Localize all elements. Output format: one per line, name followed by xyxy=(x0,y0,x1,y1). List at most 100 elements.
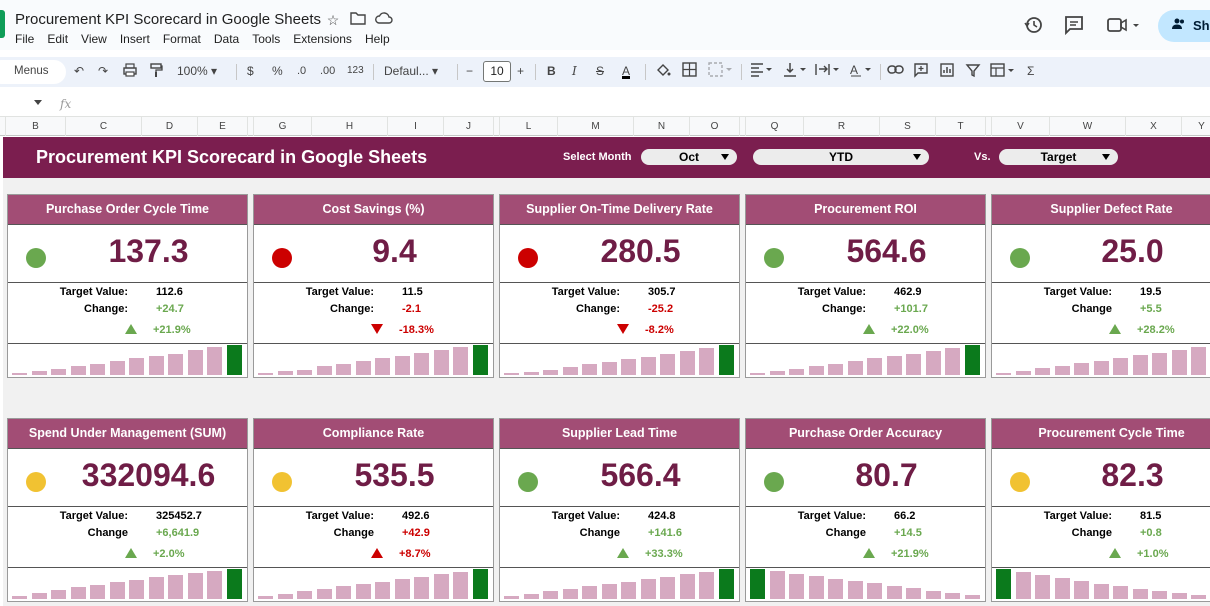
number-format-button[interactable]: 123 xyxy=(347,65,364,76)
currency-format-button[interactable]: $ xyxy=(247,64,254,78)
insert-link-icon[interactable] xyxy=(887,62,905,82)
filter-icon[interactable] xyxy=(965,62,981,82)
trend-bar xyxy=(789,574,804,599)
undo-icon[interactable]: ↶ xyxy=(74,64,85,78)
share-button[interactable]: Sha xyxy=(1158,10,1210,42)
trend-bar xyxy=(906,588,921,599)
column-header[interactable] xyxy=(494,117,500,136)
decrease-font-size-button[interactable]: − xyxy=(466,64,474,78)
print-icon[interactable] xyxy=(122,62,138,82)
change-label: Change: xyxy=(822,303,866,315)
menu-format[interactable]: Format xyxy=(162,32,201,46)
change-value: +0.8 xyxy=(1140,527,1162,539)
menu-extensions[interactable]: Extensions xyxy=(293,32,352,46)
text-color-button[interactable]: A xyxy=(622,64,631,79)
column-header[interactable]: L xyxy=(500,117,558,136)
column-header[interactable]: O xyxy=(690,117,740,136)
formula-bar: fx xyxy=(0,94,1210,116)
strikethrough-button[interactable]: S xyxy=(596,64,605,78)
kpi-title: Cost Savings (%) xyxy=(254,195,493,224)
trend-bar xyxy=(1171,350,1187,375)
column-header[interactable] xyxy=(986,117,992,136)
paint-format-icon[interactable] xyxy=(148,62,164,82)
column-header[interactable]: D xyxy=(142,117,198,136)
menu-view[interactable]: View xyxy=(81,32,107,46)
trend-sparkline xyxy=(746,343,985,377)
period-dropdown[interactable]: YTD xyxy=(753,149,929,165)
column-header[interactable]: W xyxy=(1050,117,1126,136)
column-header[interactable]: J xyxy=(444,117,494,136)
menu-tools[interactable]: Tools xyxy=(252,32,281,46)
percent-format-button[interactable]: % xyxy=(272,64,283,78)
column-header-a[interactable] xyxy=(0,117,6,136)
column-header[interactable]: G xyxy=(254,117,312,136)
column-header[interactable]: T xyxy=(936,117,986,136)
horizontal-align-icon[interactable] xyxy=(750,62,774,82)
text-rotation-icon[interactable]: A xyxy=(850,62,876,82)
fill-color-icon[interactable] xyxy=(655,62,671,82)
column-header[interactable] xyxy=(248,117,254,136)
trend-bar xyxy=(12,596,27,599)
trend-bar xyxy=(640,357,656,375)
trend-bar xyxy=(316,589,332,599)
column-header[interactable]: Q xyxy=(746,117,804,136)
merge-cells-icon[interactable] xyxy=(708,62,732,82)
text-wrapping-icon[interactable] xyxy=(815,62,841,82)
column-header[interactable]: S xyxy=(880,117,936,136)
borders-icon[interactable] xyxy=(682,62,697,82)
insert-chart-icon[interactable] xyxy=(939,62,955,82)
column-header[interactable]: R xyxy=(804,117,880,136)
font-family-select[interactable]: Defaul... ▾ xyxy=(384,64,439,78)
change-percent: -18.3% xyxy=(399,324,434,336)
cloud-status-icon[interactable] xyxy=(375,11,393,29)
meet-icon[interactable] xyxy=(1106,14,1142,36)
italic-button[interactable]: I xyxy=(572,64,577,78)
decrease-decimal-button[interactable]: .0 xyxy=(297,65,307,77)
trend-bar xyxy=(828,364,843,375)
column-header[interactable]: N xyxy=(634,117,690,136)
menus-search[interactable]: Menus xyxy=(0,60,66,84)
target-label: Target Value: xyxy=(551,510,620,522)
bold-button[interactable]: B xyxy=(547,64,556,78)
status-indicator-icon xyxy=(764,472,784,492)
zoom-select[interactable]: 100% ▾ xyxy=(177,64,218,78)
vertical-align-icon[interactable] xyxy=(783,62,809,82)
functions-icon[interactable]: Σ xyxy=(1027,64,1035,78)
column-header[interactable]: V xyxy=(992,117,1050,136)
column-header[interactable]: B xyxy=(6,117,66,136)
font-size-input[interactable]: 10 xyxy=(483,61,511,82)
increase-decimal-button[interactable]: .00 xyxy=(320,65,336,77)
sheet-grid[interactable]: Procurement KPI Scorecard in Google Shee… xyxy=(0,137,1210,606)
star-icon[interactable]: ☆ xyxy=(326,12,340,28)
sheets-logo-icon[interactable] xyxy=(0,10,5,38)
column-header[interactable]: Y xyxy=(1182,117,1210,136)
move-folder-icon[interactable] xyxy=(349,11,367,29)
increase-font-size-button[interactable]: + xyxy=(517,64,525,78)
menu-file[interactable]: File xyxy=(15,32,35,46)
up-arrow-icon xyxy=(863,548,875,558)
version-history-icon[interactable] xyxy=(1022,14,1046,36)
toolbar-divider xyxy=(645,64,646,80)
column-header[interactable]: X xyxy=(1126,117,1182,136)
trend-bar xyxy=(945,348,960,375)
menu-data[interactable]: Data xyxy=(213,32,240,46)
column-header[interactable]: E xyxy=(198,117,248,136)
column-header[interactable]: H xyxy=(312,117,388,136)
name-box-dropdown-icon[interactable] xyxy=(34,100,42,105)
column-header[interactable]: I xyxy=(388,117,444,136)
insert-comment-icon[interactable] xyxy=(913,62,929,82)
month-dropdown[interactable]: Oct xyxy=(641,149,737,165)
redo-icon[interactable]: ↷ xyxy=(98,64,109,78)
column-header[interactable]: M xyxy=(558,117,634,136)
comparison-dropdown[interactable]: Target xyxy=(999,149,1118,165)
document-title[interactable]: Procurement KPI Scorecard in Google Shee… xyxy=(15,11,321,28)
trend-bar xyxy=(621,359,636,375)
column-header[interactable]: C xyxy=(66,117,142,136)
filter-views-icon[interactable] xyxy=(990,62,1016,82)
column-header[interactable] xyxy=(740,117,746,136)
svg-text:A: A xyxy=(850,63,858,77)
menu-edit[interactable]: Edit xyxy=(47,32,69,46)
menu-insert[interactable]: Insert xyxy=(119,32,150,46)
menu-help[interactable]: Help xyxy=(364,32,390,46)
comments-icon[interactable] xyxy=(1063,14,1087,36)
